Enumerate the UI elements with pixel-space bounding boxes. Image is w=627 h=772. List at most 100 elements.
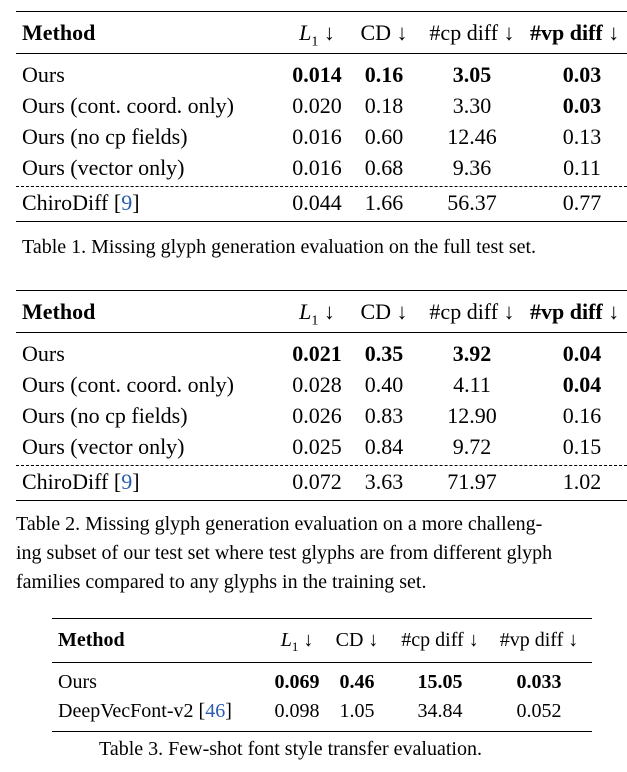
- header-cp: #cp diff ↓: [429, 299, 515, 324]
- cp-cell: 12.46: [447, 124, 497, 149]
- cd-cell: 0.40: [364, 372, 404, 397]
- table-2-caption-line-3: families compared to any glyphs in the t…: [16, 571, 427, 593]
- cp-cell: 71.97: [447, 469, 497, 494]
- header-rule: [52, 662, 592, 663]
- vp-cell: 0.04: [562, 341, 602, 366]
- method-cell: DeepVecFont-v2 [46]: [58, 700, 232, 722]
- method-cell: Ours (cont. coord. only): [22, 372, 235, 397]
- cd-cell: 0.16: [364, 62, 404, 87]
- l1-cell: 0.044: [292, 190, 342, 215]
- cp-cell: 9.72: [452, 434, 492, 459]
- l1-cell: 0.016: [292, 124, 342, 149]
- header-method: Method: [58, 629, 125, 651]
- table-2-caption-line-2: ing subset of our test set where test gl…: [16, 542, 553, 564]
- cd-cell: 0.83: [364, 403, 404, 428]
- cd-cell: 0.46: [339, 671, 375, 693]
- cd-cell: 1.66: [364, 190, 404, 215]
- l1-cell: 0.014: [292, 62, 342, 87]
- citation-link[interactable]: 9: [121, 190, 133, 215]
- cd-cell: 1.05: [339, 700, 375, 722]
- header-cp: #cp diff ↓: [401, 629, 479, 651]
- header-l1: L1 ↓: [280, 629, 314, 654]
- cp-cell: 4.11: [453, 372, 491, 397]
- vp-cell: 0.13: [562, 124, 602, 149]
- header-vp: #vp diff ↓: [499, 629, 579, 651]
- citation-link[interactable]: 9: [121, 469, 133, 494]
- header-rule: [16, 332, 627, 333]
- top-rule: [52, 618, 592, 619]
- vp-cell: 0.03: [562, 93, 602, 118]
- header-l1: L1 ↓: [299, 299, 335, 329]
- l1-cell: 0.026: [292, 403, 342, 428]
- vp-cell: 0.04: [562, 372, 602, 397]
- cp-cell: 3.05: [452, 62, 492, 87]
- header-l1: L1 ↓: [299, 20, 335, 50]
- l1-cell: 0.025: [292, 434, 342, 459]
- cp-cell: 3.92: [452, 341, 492, 366]
- cd-cell: 0.84: [364, 434, 404, 459]
- cd-cell: 0.35: [364, 341, 404, 366]
- header-cp: #cp diff ↓: [429, 20, 515, 45]
- citation-link[interactable]: 46: [205, 700, 226, 722]
- bottom-rule: [16, 221, 627, 222]
- l1-cell: 0.021: [292, 341, 342, 366]
- method-cell: Ours (cont. coord. only): [22, 93, 235, 118]
- table-2: Method L1 ↓ CD ↓ #cp diff ↓ #vp diff ↓ O…: [16, 279, 627, 509]
- method-cell: Ours (vector only): [22, 155, 185, 180]
- vp-cell: 0.16: [562, 403, 602, 428]
- header-method: Method: [22, 20, 96, 45]
- vp-cell: 1.02: [562, 469, 602, 494]
- l1-cell: 0.016: [292, 155, 342, 180]
- header-row: Method L1 ↓ CD ↓ #cp diff ↓ #vp diff ↓: [16, 297, 627, 328]
- header-row: Method L1 ↓ CD ↓ #cp diff ↓ #vp diff ↓: [52, 626, 592, 654]
- header-method: Method: [22, 299, 96, 324]
- cp-cell: 12.90: [447, 403, 497, 428]
- l1-cell: 0.028: [292, 372, 342, 397]
- l1-cell: 0.098: [274, 700, 320, 722]
- cd-cell: 0.18: [364, 93, 404, 118]
- header-vp: #vp diff ↓: [530, 299, 620, 324]
- table-row: ChiroDiff [9] 0.072 3.63 71.97 1.02: [16, 467, 627, 497]
- table-row: Ours (no cp fields) 0.016 0.60 12.46 0.1…: [16, 122, 627, 152]
- vp-cell: 0.77: [562, 190, 602, 215]
- table-row: ChiroDiff [9] 0.044 1.66 56.37 0.77: [16, 188, 627, 218]
- table-3: Method L1 ↓ CD ↓ #cp diff ↓ #vp diff ↓ O…: [52, 606, 592, 738]
- table-row: Ours (no cp fields) 0.026 0.83 12.90 0.1…: [16, 401, 627, 431]
- cd-cell: 0.68: [364, 155, 404, 180]
- cd-cell: 0.60: [364, 124, 404, 149]
- vp-cell: 0.052: [516, 700, 562, 722]
- table-1-caption: Table 1. Missing glyph generation evalua…: [22, 236, 537, 258]
- table-row: Ours (cont. coord. only) 0.020 0.18 3.30…: [16, 91, 627, 121]
- vp-cell: 0.03: [562, 62, 602, 87]
- cp-cell: 34.84: [417, 700, 463, 722]
- header-cd: CD ↓: [360, 299, 408, 324]
- table-3-caption: Table 3. Few-shot font style transfer ev…: [99, 738, 482, 760]
- table-row: Ours 0.014 0.16 3.05 0.03: [16, 60, 627, 90]
- dashed-separator: [16, 465, 627, 466]
- l1-cell: 0.020: [292, 93, 342, 118]
- top-rule: [16, 290, 627, 291]
- table-2-caption-line-1: Table 2. Missing glyph generation evalua…: [16, 513, 543, 535]
- table-1: Method L1 ↓ CD ↓ #cp diff ↓ #vp diff ↓ O…: [16, 0, 627, 265]
- vp-cell: 0.033: [516, 671, 562, 693]
- l1-cell: 0.069: [274, 671, 320, 693]
- header-row: Method L1 ↓ CD ↓ #cp diff ↓ #vp diff ↓: [16, 18, 627, 49]
- table-row: DeepVecFont-v2 [46] 0.098 1.05 34.84 0.0…: [52, 697, 592, 725]
- table-row: Ours 0.069 0.46 15.05 0.033: [52, 668, 592, 696]
- table-row: Ours (vector only) 0.025 0.84 9.72 0.15: [16, 432, 627, 462]
- table-row: Ours (cont. coord. only) 0.028 0.40 4.11…: [16, 370, 627, 400]
- bottom-rule: [52, 731, 592, 732]
- table-row: Ours 0.021 0.35 3.92 0.04: [16, 339, 627, 369]
- header-cd: CD ↓: [360, 20, 408, 45]
- cp-cell: 3.30: [452, 93, 492, 118]
- method-cell: Ours (no cp fields): [22, 403, 188, 428]
- dashed-separator: [16, 186, 627, 187]
- method-cell: Ours (no cp fields): [22, 124, 188, 149]
- method-cell: Ours (vector only): [22, 434, 185, 459]
- vp-cell: 0.11: [563, 155, 601, 180]
- header-vp: #vp diff ↓: [530, 20, 620, 45]
- l1-cell: 0.072: [292, 469, 342, 494]
- cp-cell: 15.05: [417, 671, 463, 693]
- header-cd: CD ↓: [335, 629, 379, 651]
- cp-cell: 9.36: [452, 155, 492, 180]
